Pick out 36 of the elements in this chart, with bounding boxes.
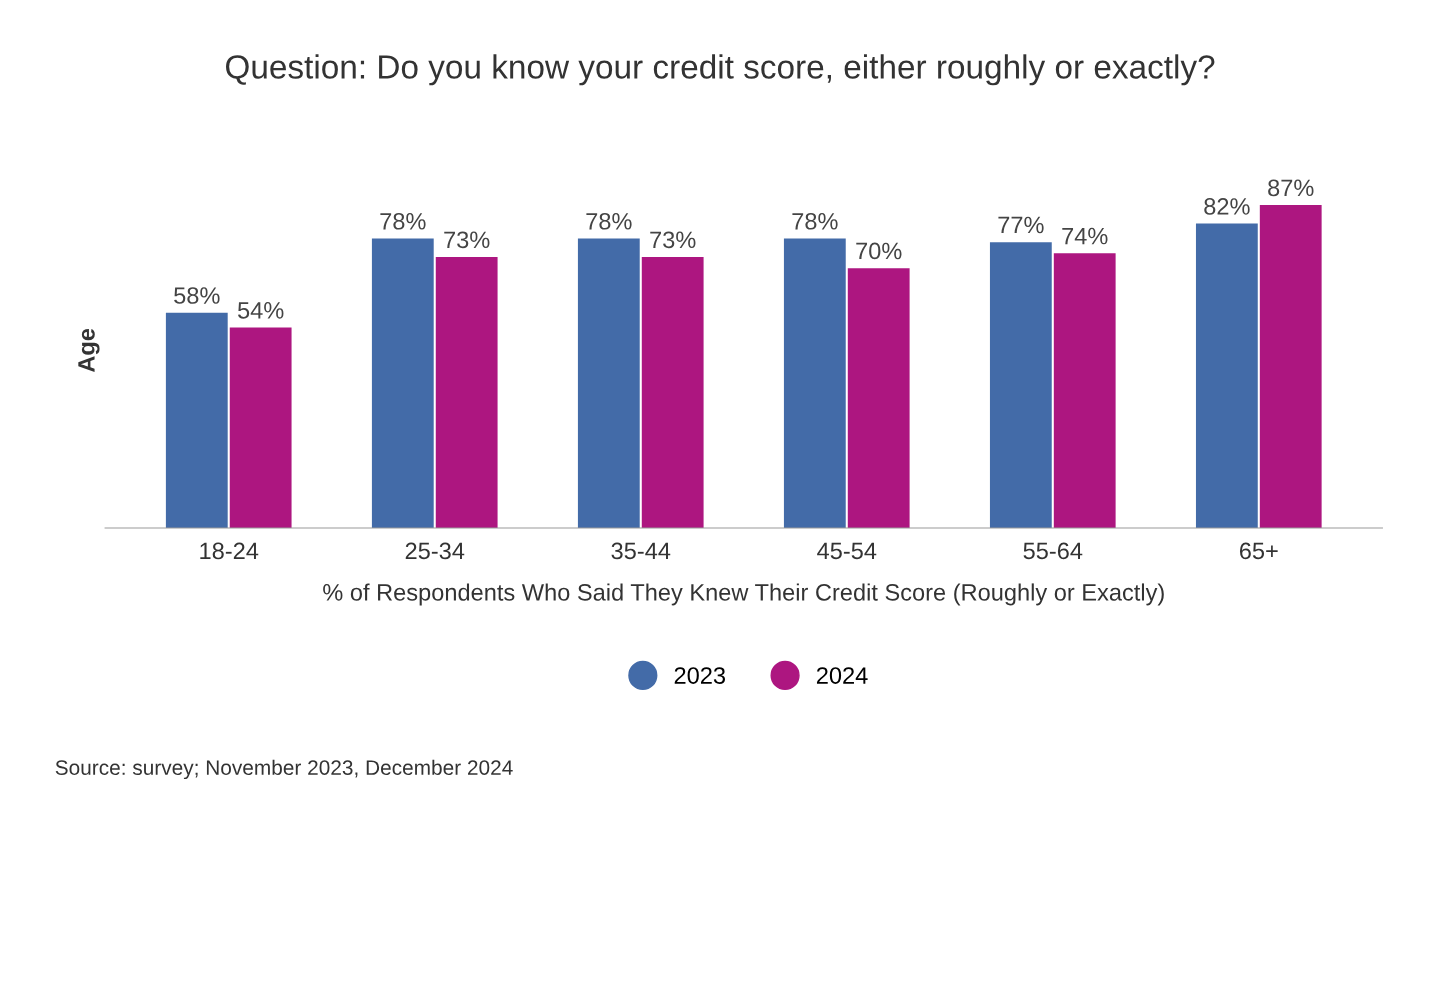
data-label: 58%: [174, 287, 220, 304]
data-label: 77%: [998, 216, 1044, 234]
data-label: 70%: [856, 242, 902, 260]
x-tick-label: 25-34: [405, 542, 465, 560]
bar: [1195, 223, 1258, 529]
bar: [1053, 253, 1116, 529]
bar: [371, 238, 434, 529]
data-label: 82%: [1204, 198, 1250, 215]
bar: [641, 257, 704, 529]
legend-label: 2024: [816, 667, 868, 684]
bar: [577, 238, 640, 529]
data-label: 73%: [650, 231, 696, 249]
x-tick-label: 45-54: [817, 542, 877, 560]
x-axis-title: % of Respondents Who Said They Knew Their Credit Score (Roughly or Exactly): [323, 583, 1164, 606]
data-label: 73%: [444, 231, 490, 249]
bar: [989, 242, 1052, 529]
data-label: 87%: [1268, 179, 1314, 197]
data-label: 54%: [237, 302, 284, 319]
bar: [1259, 205, 1322, 529]
legend-label: 2023: [674, 667, 726, 684]
source-note: Source: survey; November 2023, December 2024: [55, 759, 513, 780]
y-axis-title: Age: [78, 328, 100, 373]
bar: [783, 238, 846, 529]
data-label: 74%: [1062, 227, 1108, 245]
x-tick-label: 55-64: [1023, 542, 1083, 560]
x-tick-label: 35-44: [611, 542, 671, 560]
x-tick-label: 65+: [1239, 542, 1278, 560]
x-tick-label: 18-24: [200, 542, 259, 560]
bar: [435, 257, 498, 529]
data-label: 78%: [792, 212, 838, 230]
bar: [847, 268, 910, 529]
data-label: 78%: [380, 212, 426, 230]
chart-title: Question: Do you know your credit score, either roughly or exactly?: [226, 54, 1215, 86]
bar: [165, 312, 228, 529]
bar: [229, 327, 292, 529]
data-label: 78%: [586, 212, 632, 230]
